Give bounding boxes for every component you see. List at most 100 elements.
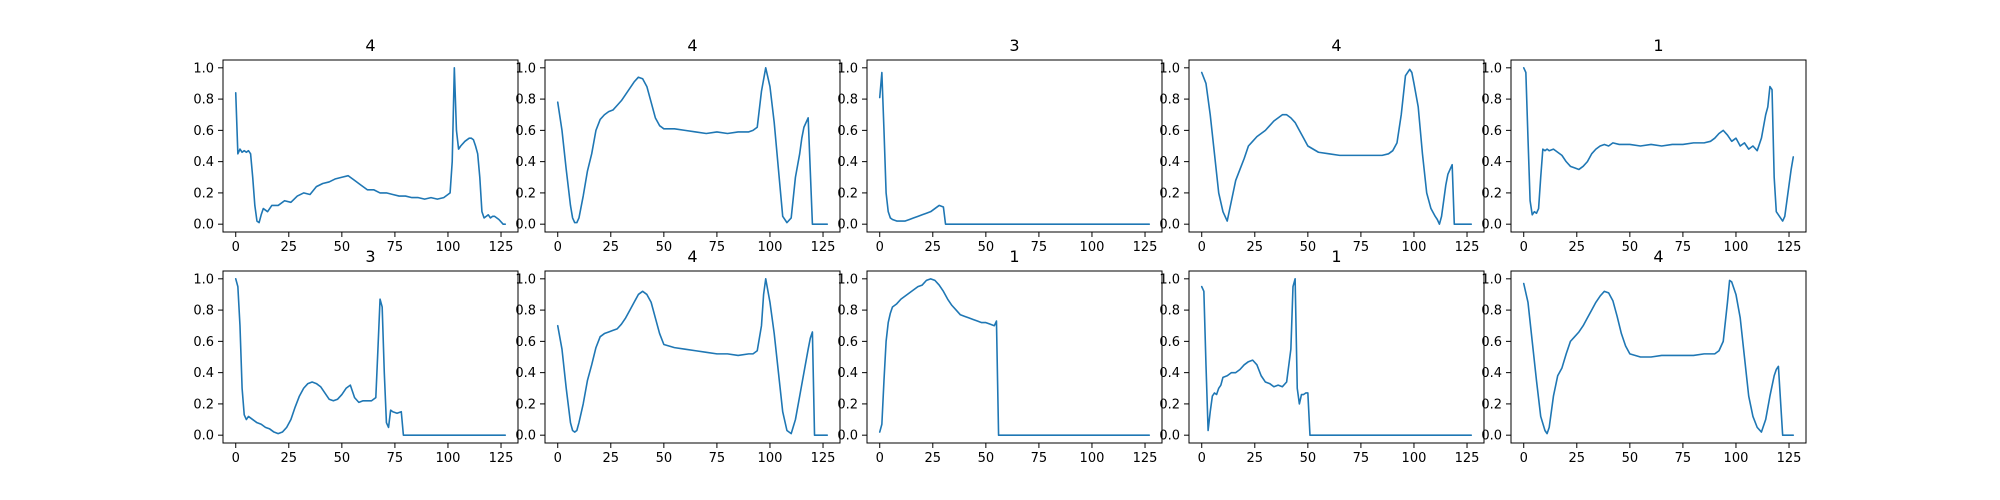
y-tick-label: 0.2 [193, 397, 214, 412]
y-tick-label: 1.0 [1159, 61, 1180, 76]
axes-frame [866, 59, 1163, 233]
y-tick-label: 0.2 [1481, 186, 1502, 201]
x-tick-label: 25 [603, 451, 620, 466]
axes-frame [1510, 59, 1807, 233]
subplot-title: 3 [1009, 36, 1019, 55]
x-tick-label: 125 [1455, 240, 1480, 255]
series-line [234, 67, 507, 225]
y-tick-label: 0.0 [1481, 218, 1502, 233]
x-tick-label: 25 [1569, 240, 1586, 255]
y-tick-label: 0.2 [1481, 397, 1502, 412]
x-tick-label: 50 [978, 240, 995, 255]
x-tick-label: 125 [1777, 451, 1802, 466]
y-tick-label: 0.6 [1481, 335, 1502, 350]
x-tick-label: 75 [709, 240, 726, 255]
x-tick-label: 125 [811, 451, 836, 466]
x-tick-label: 50 [656, 451, 673, 466]
y-tick-label: 0.6 [837, 335, 858, 350]
y-tick-label: 0.0 [1159, 429, 1180, 444]
y-tick-label: 0.4 [193, 155, 214, 170]
y-tick-label: 0.0 [1159, 218, 1180, 233]
y-tick-label: 0.8 [193, 93, 214, 108]
y-tick-label: 0.8 [837, 93, 858, 108]
series-line [878, 278, 1151, 436]
subplot-10: 4 0 25 50 75 100 125 0.0 0.2 0.4 0.6 0.8 1.0 [1481, 247, 1807, 466]
y-tick-label: 0.6 [193, 335, 214, 350]
x-tick-label: 25 [603, 240, 620, 255]
y-tick-label: 0.8 [515, 93, 536, 108]
x-tick-label: 25 [1247, 451, 1264, 466]
subplot-3: 3 0 25 50 75 100 125 0.0 0.2 0.4 0.6 0.8 1.0 [837, 36, 1163, 255]
y-tick-label: 1.0 [193, 61, 214, 76]
y-tick-label: 1.0 [515, 61, 536, 76]
x-tick-label: 75 [1353, 240, 1370, 255]
y-tick-label: 0.8 [1481, 304, 1502, 319]
y-tick-label: 1.0 [515, 272, 536, 287]
x-tick-label: 100 [1402, 451, 1427, 466]
y-tick-label: 0.0 [1481, 429, 1502, 444]
y-tick-label: 0.8 [193, 304, 214, 319]
y-tick-label: 0.6 [515, 335, 536, 350]
axes-frame [1188, 59, 1485, 233]
y-tick-label: 0.2 [515, 397, 536, 412]
axes-frame [222, 270, 519, 444]
y-tick-label: 0.8 [1159, 304, 1180, 319]
series-line [234, 278, 507, 436]
x-tick-label: 125 [811, 240, 836, 255]
series-line [1200, 68, 1473, 225]
x-tick-label: 100 [1724, 451, 1749, 466]
y-tick-label: 0.0 [837, 218, 858, 233]
x-tick-label: 0 [232, 240, 240, 255]
y-tick-label: 0.0 [193, 429, 214, 444]
x-tick-label: 25 [925, 451, 942, 466]
y-tick-label: 0.6 [837, 124, 858, 139]
x-tick-label: 0 [876, 451, 884, 466]
axes-frame [1510, 270, 1807, 444]
y-tick-label: 0.8 [515, 304, 536, 319]
x-tick-label: 125 [1777, 240, 1802, 255]
subplot-8: 1 0 25 50 75 100 125 0.0 0.2 0.4 0.6 0.8 1.0 [837, 247, 1163, 466]
x-tick-label: 100 [1080, 451, 1105, 466]
x-tick-label: 75 [1031, 240, 1048, 255]
x-tick-label: 50 [1622, 240, 1639, 255]
y-tick-label: 0.6 [515, 124, 536, 139]
x-tick-label: 25 [281, 240, 298, 255]
x-tick-label: 100 [758, 240, 783, 255]
y-tick-label: 0.6 [193, 124, 214, 139]
x-tick-label: 100 [758, 451, 783, 466]
x-tick-label: 100 [1402, 240, 1427, 255]
y-tick-label: 0.2 [1159, 186, 1180, 201]
series-line [1522, 67, 1795, 222]
y-tick-label: 0.4 [515, 155, 536, 170]
y-tick-label: 0.2 [837, 186, 858, 201]
x-tick-label: 75 [1353, 451, 1370, 466]
x-tick-label: 50 [1300, 451, 1317, 466]
subplot-title: 1 [1331, 247, 1341, 266]
x-tick-label: 0 [876, 240, 884, 255]
y-tick-label: 0.2 [515, 186, 536, 201]
subplot-title: 1 [1009, 247, 1019, 266]
x-tick-label: 50 [656, 240, 673, 255]
subplot-2: 4 0 25 50 75 100 125 0.0 0.2 0.4 0.6 0.8 1.0 [515, 36, 841, 255]
x-tick-label: 50 [1300, 240, 1317, 255]
y-tick-label: 0.2 [1159, 397, 1180, 412]
x-tick-label: 0 [554, 451, 562, 466]
subplot-1: 4 0 25 50 75 100 125 0.0 0.2 0.4 0.6 0.8 1.0 [193, 36, 519, 255]
x-tick-label: 50 [1622, 451, 1639, 466]
axes-frame [544, 270, 841, 444]
subplot-title: 4 [1653, 247, 1663, 266]
y-tick-label: 0.6 [1481, 124, 1502, 139]
y-tick-label: 0.4 [837, 155, 858, 170]
x-tick-label: 0 [554, 240, 562, 255]
y-tick-label: 0.6 [1159, 335, 1180, 350]
axes-frame [222, 59, 519, 233]
x-tick-label: 100 [1080, 240, 1105, 255]
x-tick-label: 50 [334, 451, 351, 466]
y-tick-label: 0.0 [193, 218, 214, 233]
subplot-9: 1 0 25 50 75 100 125 0.0 0.2 0.4 0.6 0.8 1.0 [1159, 247, 1485, 466]
x-tick-label: 125 [489, 240, 514, 255]
y-tick-label: 0.2 [193, 186, 214, 201]
y-tick-label: 0.8 [837, 304, 858, 319]
